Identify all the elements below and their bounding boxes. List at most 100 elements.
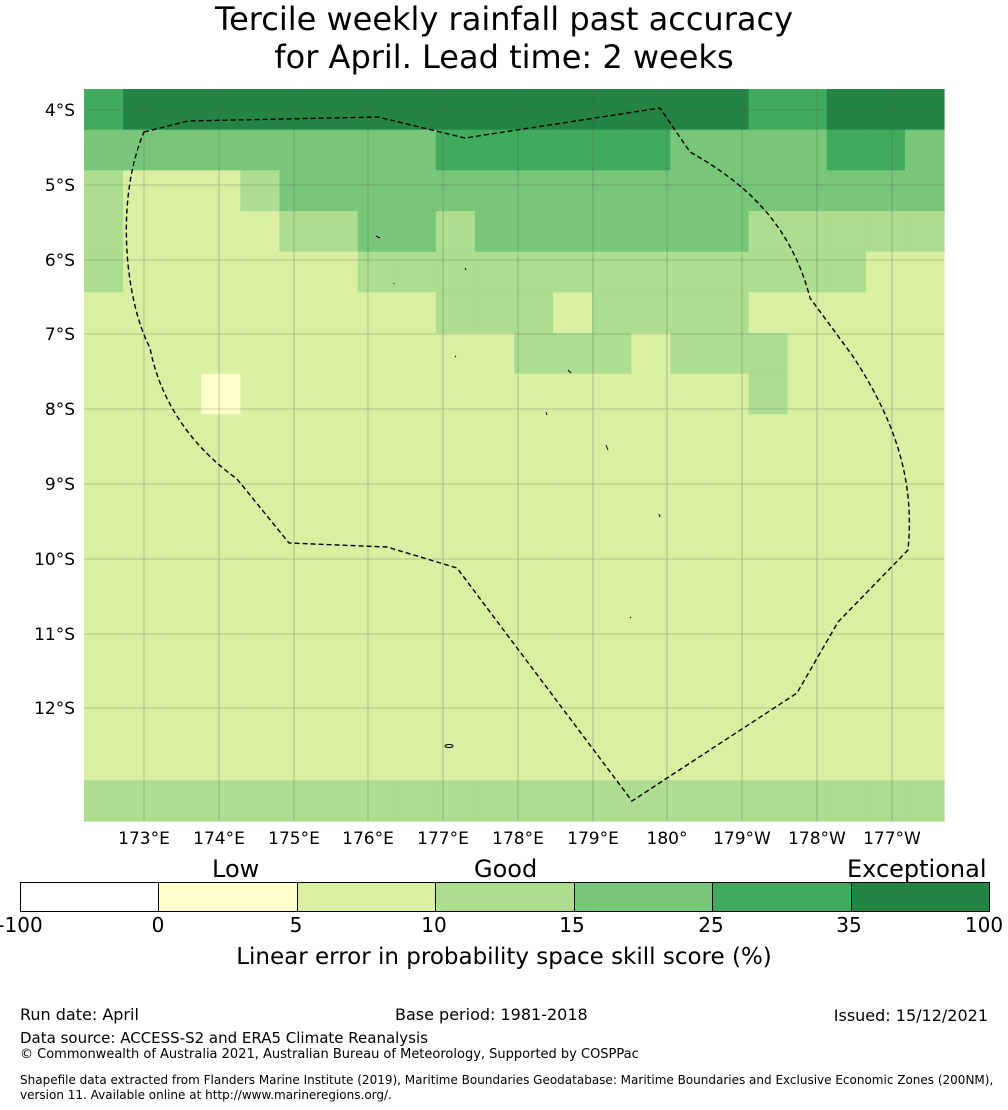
skill-cell xyxy=(592,699,632,741)
skill-cell xyxy=(357,89,398,131)
skill-cell xyxy=(631,536,671,578)
skill-cell xyxy=(435,251,476,293)
skill-cell xyxy=(123,658,163,700)
skill-cell xyxy=(357,414,398,456)
skill-cell xyxy=(162,333,202,375)
skill-cell xyxy=(474,89,515,131)
skill-cell xyxy=(709,455,750,497)
skill-cell xyxy=(904,89,945,131)
skill-cell xyxy=(474,333,515,375)
data-source: Data source: ACCESS-S2 and ERA5 Climate … xyxy=(20,1029,428,1047)
skill-cell xyxy=(123,536,163,578)
skill-cell xyxy=(162,739,202,781)
skill-cell xyxy=(162,373,202,415)
skill-cell xyxy=(748,333,789,375)
skill-cell xyxy=(748,739,789,781)
skill-cell xyxy=(279,414,320,456)
skill-cell xyxy=(123,617,163,659)
skill-cell xyxy=(631,495,671,537)
skill-cell xyxy=(201,536,241,578)
skill-cell xyxy=(904,170,945,212)
skill-cell xyxy=(631,414,671,456)
skill-cell xyxy=(904,455,945,497)
skill-cell xyxy=(240,170,281,212)
skill-cell xyxy=(865,699,906,741)
skill-cell xyxy=(553,577,593,619)
longitude-label: 178°E xyxy=(492,829,544,849)
skill-cell xyxy=(474,780,515,822)
skill-cell xyxy=(318,780,359,822)
skill-cell xyxy=(748,251,789,293)
skill-cell xyxy=(318,211,359,253)
skill-cell xyxy=(357,211,398,253)
colorbar-tick: -100 xyxy=(0,913,43,937)
skill-cell xyxy=(631,658,671,700)
island-shape xyxy=(567,369,572,374)
skill-cell xyxy=(123,89,163,131)
skill-cell xyxy=(396,739,437,781)
skill-cell xyxy=(123,170,163,212)
skill-cell xyxy=(162,89,202,131)
skill-cell xyxy=(514,373,554,415)
skill-cell xyxy=(904,536,945,578)
latitude-label: 5°S xyxy=(45,176,75,196)
skill-cell xyxy=(357,373,398,415)
skill-cell xyxy=(435,455,476,497)
skill-cell xyxy=(709,699,750,741)
skill-cell xyxy=(553,739,593,781)
skill-cell xyxy=(240,89,281,131)
skill-cell xyxy=(670,536,711,578)
skill-cell xyxy=(826,536,867,578)
skill-cell xyxy=(592,251,632,293)
skill-cell xyxy=(279,780,320,822)
skill-cell xyxy=(357,333,398,375)
skill-cell xyxy=(435,699,476,741)
skill-cell xyxy=(826,251,867,293)
skill-cell xyxy=(84,739,124,781)
skill-cell xyxy=(162,170,202,212)
skill-cell xyxy=(357,577,398,619)
skill-cell xyxy=(865,577,906,619)
skill-cell xyxy=(553,536,593,578)
skill-cell xyxy=(279,170,320,212)
skill-cell xyxy=(435,211,476,253)
skill-cell xyxy=(904,211,945,253)
skill-cell xyxy=(553,129,593,171)
skill-cell xyxy=(474,373,515,415)
longitude-label: 174°E xyxy=(193,829,245,849)
skill-cell xyxy=(592,373,632,415)
island-shape xyxy=(454,355,457,358)
skill-cell xyxy=(709,251,750,293)
skill-cell xyxy=(474,536,515,578)
skill-cell xyxy=(514,536,554,578)
longitude-label: 175°E xyxy=(268,829,320,849)
skill-cell xyxy=(592,89,632,131)
skill-cell xyxy=(279,89,320,131)
skill-cell xyxy=(709,89,750,131)
skill-cells xyxy=(84,89,945,822)
island-shape xyxy=(605,444,609,451)
skill-cell xyxy=(514,170,554,212)
skill-cell xyxy=(631,455,671,497)
longitude-label: 173°E xyxy=(118,829,170,849)
skill-cell xyxy=(318,373,359,415)
skill-cell xyxy=(865,211,906,253)
skill-cell xyxy=(709,170,750,212)
skill-cell xyxy=(396,699,437,741)
skill-cell xyxy=(474,292,515,334)
skill-cell xyxy=(318,170,359,212)
longitude-labels: 173°E 174°E 175°E 176°E 177°E 178°E 179°E 180° 1… xyxy=(118,829,921,849)
skill-cell xyxy=(748,414,789,456)
skill-cell xyxy=(84,373,124,415)
skill-cell xyxy=(514,495,554,537)
skill-cell xyxy=(318,455,359,497)
skill-cell xyxy=(787,536,828,578)
skill-cell xyxy=(787,780,828,822)
skill-cell xyxy=(787,292,828,334)
skill-cell xyxy=(748,617,789,659)
skill-cell xyxy=(357,455,398,497)
skill-cell xyxy=(201,292,241,334)
skill-cell xyxy=(435,292,476,334)
skill-cell xyxy=(865,170,906,212)
copyright: © Commonwealth of Australia 2021, Austra… xyxy=(20,1047,639,1062)
